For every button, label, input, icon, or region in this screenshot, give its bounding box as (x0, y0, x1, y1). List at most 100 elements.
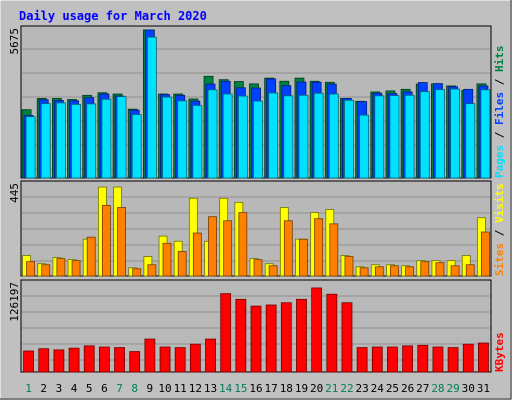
bar-pages-day-27 (419, 91, 430, 179)
x-tick-label-day-29: 29 (446, 382, 459, 395)
bar-kbytes-day-10 (159, 346, 171, 373)
bar-sites-day-23 (359, 267, 369, 277)
bar-pages-day-21 (328, 93, 339, 179)
y-max-tick-label: 445 (8, 183, 21, 203)
bar-kbytes-day-25 (387, 346, 398, 373)
bar-sites-day-31 (481, 231, 490, 277)
panel-kbytes: 126197 KBytes (8, 279, 506, 373)
bar-kbytes-day-31 (478, 342, 489, 373)
bar-sites-day-9 (147, 264, 157, 277)
x-tick-label-day-25: 25 (386, 382, 399, 395)
bar-pages-day-15 (237, 95, 248, 179)
bar-pages-day-4 (71, 104, 81, 179)
bar-sites-day-27 (420, 261, 430, 277)
bar-kbytes-day-12 (189, 343, 201, 373)
y-axis-label: KBytes (493, 332, 506, 372)
bar-sites-day-19 (299, 238, 308, 277)
chart-title: Daily usage for March 2020 (19, 9, 207, 23)
bar-sites-day-11 (177, 251, 187, 277)
x-tick-label-day-26: 26 (401, 382, 414, 395)
bar-sites-day-29 (450, 265, 460, 277)
bar-kbytes-day-29 (447, 347, 459, 373)
bar-kbytes-day-11 (174, 347, 186, 373)
x-tick-label-day-22: 22 (340, 382, 353, 395)
x-tick-label-day-8: 8 (131, 382, 138, 395)
bar-kbytes-day-2 (38, 348, 50, 373)
bar-pages-day-22 (344, 99, 354, 179)
x-tick-label-day-11: 11 (174, 382, 187, 395)
bar-kbytes-day-24 (371, 346, 383, 373)
bar-pages-day-25 (389, 95, 400, 179)
bar-kbytes-day-21 (326, 293, 338, 373)
bar-pages-day-29 (450, 88, 461, 179)
bar-pages-day-18 (283, 95, 294, 179)
bar-sites-day-13 (208, 216, 217, 277)
x-tick-label-day-23: 23 (356, 382, 369, 395)
y-axis-label-pages: Pages (493, 145, 506, 178)
bar-pages-day-16 (253, 100, 263, 179)
bar-sites-day-12 (192, 232, 202, 277)
x-tick-label-day-19: 19 (295, 382, 308, 395)
y-max-tick-label: 126197 (8, 282, 21, 322)
bar-kbytes-day-1 (23, 350, 34, 373)
y-max-tick-label: 5675 (8, 28, 21, 55)
bar-pages-day-3 (56, 102, 66, 179)
bar-sites-day-6 (101, 205, 111, 277)
bar-pages-day-28 (435, 89, 445, 179)
bar-kbytes-day-23 (356, 347, 368, 373)
bar-sites-day-30 (465, 264, 475, 277)
bar-pages-day-23 (359, 114, 370, 179)
x-tick-label-day-27: 27 (416, 382, 429, 395)
bar-pages-day-12 (192, 105, 203, 179)
y-axis-label: Pages / Files / Hits (493, 46, 506, 179)
bar-sites-day-5 (86, 236, 96, 277)
bar-kbytes-day-9 (144, 338, 156, 373)
bar-kbytes-day-22 (341, 302, 353, 373)
panel-visits-sites: 445 Sites / Visits (8, 180, 506, 277)
bar-pages-day-20 (313, 92, 324, 179)
y-axis-label-kbytes: KBytes (493, 332, 506, 372)
bar-sites-day-10 (162, 242, 172, 277)
x-tick-label-day-13: 13 (204, 382, 217, 395)
bar-pages-day-13 (207, 89, 218, 179)
x-tick-label-day-17: 17 (265, 382, 278, 395)
bar-kbytes-day-16 (250, 305, 262, 373)
bar-kbytes-day-15 (235, 298, 247, 373)
bar-pages-day-17 (268, 92, 279, 179)
bar-kbytes-day-20 (311, 287, 323, 373)
bar-sites-day-4 (71, 260, 81, 277)
bar-kbytes-day-14 (220, 293, 232, 373)
y-axis-label-files: Files (493, 92, 506, 125)
x-tick-label-day-6: 6 (101, 382, 108, 395)
bar-kbytes-day-27 (417, 344, 429, 373)
bar-pages-day-6 (101, 98, 112, 179)
bar-pages-day-10 (162, 96, 172, 179)
bar-sites-day-21 (329, 223, 339, 277)
y-axis-label: Sites / Visits (493, 183, 506, 276)
bar-sites-day-22 (344, 256, 354, 277)
bar-kbytes-day-28 (432, 346, 444, 373)
bar-kbytes-day-19 (296, 298, 307, 373)
bar-pages-day-1 (25, 116, 36, 179)
x-tick-label-day-20: 20 (310, 382, 323, 395)
bar-pages-day-7 (116, 96, 127, 179)
bar-sites-day-14 (223, 220, 233, 277)
bar-sites-day-3 (56, 258, 66, 277)
bar-pages-day-26 (404, 94, 415, 179)
bar-kbytes-day-30 (462, 343, 474, 373)
x-tick-label-day-9: 9 (147, 382, 154, 395)
bar-pages-day-8 (131, 114, 142, 179)
bar-kbytes-day-17 (265, 304, 277, 373)
x-tick-label-day-4: 4 (71, 382, 78, 395)
x-tick-label-day-5: 5 (86, 382, 93, 395)
x-tick-label-day-16: 16 (249, 382, 262, 395)
bar-sites-day-8 (132, 268, 142, 277)
bar-kbytes-day-4 (68, 347, 80, 373)
x-tick-label-day-31: 31 (477, 382, 490, 395)
bar-sites-day-2 (41, 264, 51, 277)
y-axis-label-sites: Sites (493, 243, 506, 276)
bar-pages-day-5 (86, 103, 97, 179)
x-tick-label-day-15: 15 (234, 382, 247, 395)
bar-sites-day-20 (314, 218, 324, 277)
